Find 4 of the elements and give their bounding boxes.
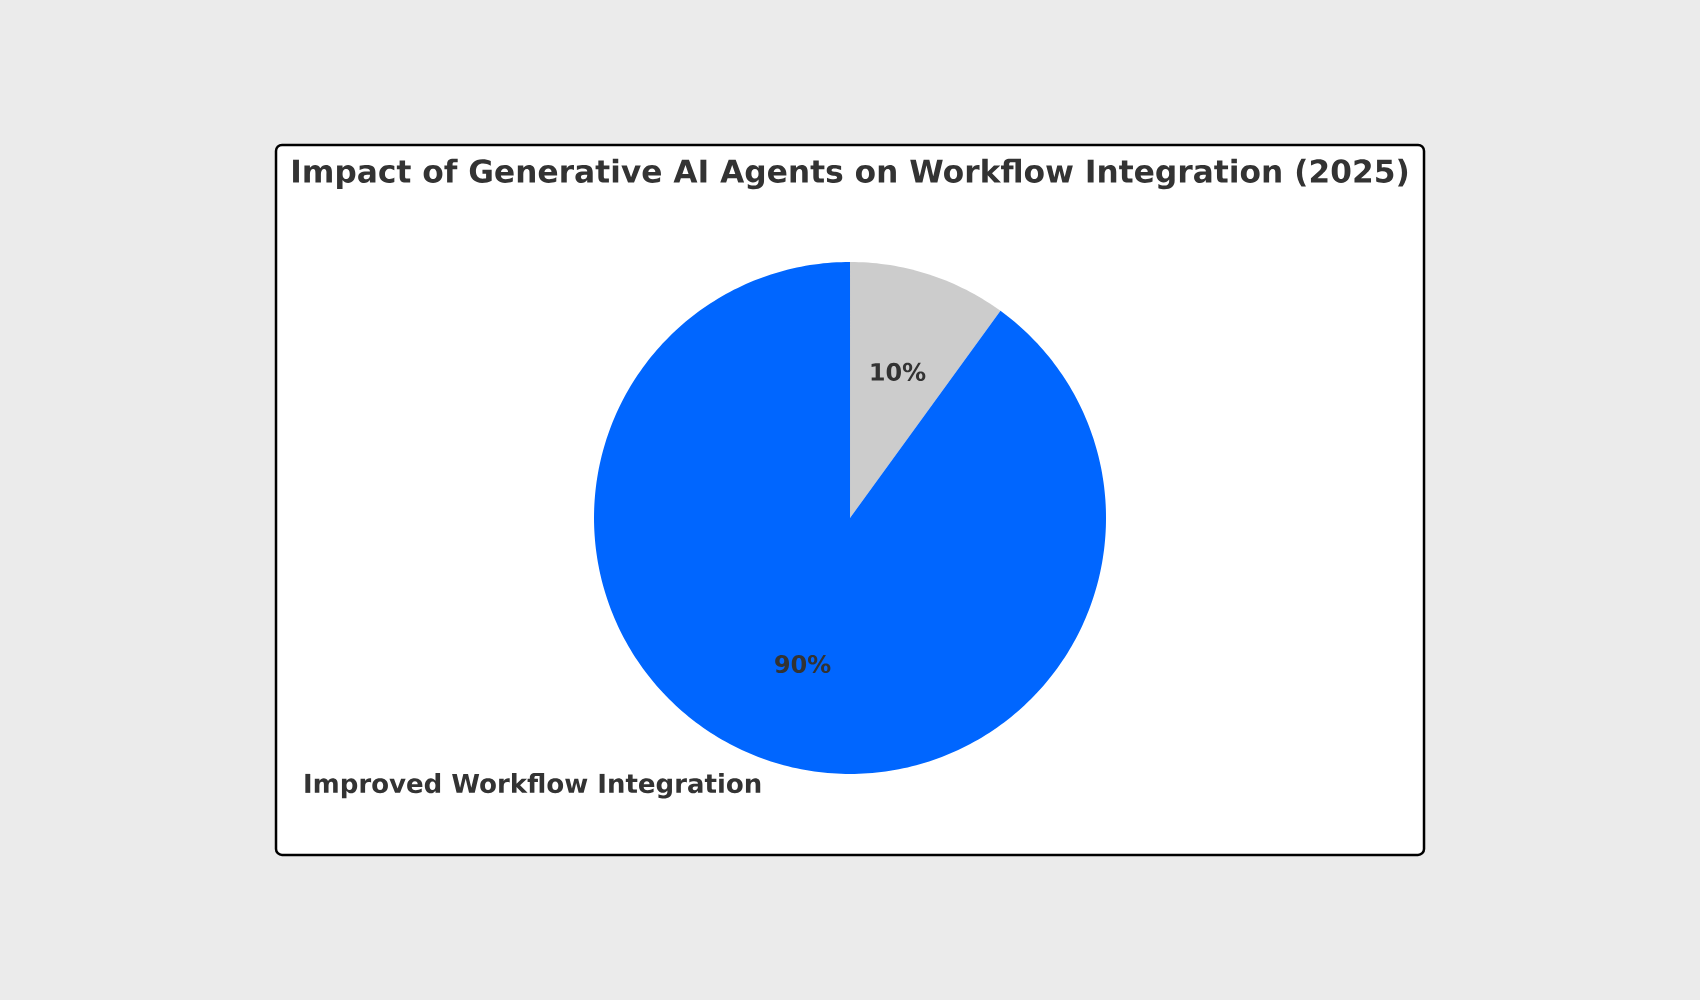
chart-title: Impact of Generative AI Agents on Workflow Integration (2025) — [293, 158, 1408, 190]
data-label: 10% — [871, 362, 926, 381]
data-label: 90% — [775, 655, 831, 674]
slice-label: Improved Workflow Integration — [305, 773, 761, 799]
